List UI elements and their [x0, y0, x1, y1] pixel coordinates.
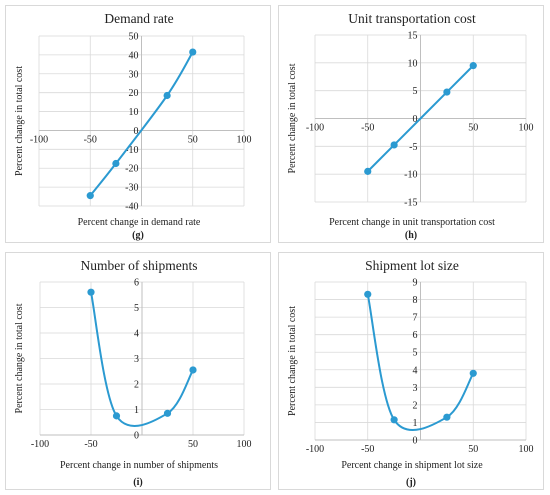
- data-point: [189, 48, 197, 56]
- y-axis-title: Percent change in total cost: [287, 63, 298, 173]
- x-tick-label: 50: [468, 123, 478, 134]
- panel-label: (g): [132, 230, 144, 241]
- data-point: [364, 167, 372, 175]
- y-tick-label: 10: [408, 58, 418, 69]
- y-tick-label: -30: [125, 183, 138, 194]
- y-tick-label: 30: [129, 69, 139, 80]
- y-axis-title: Percent change in total cost: [14, 66, 25, 176]
- x-tick-label: -100: [306, 444, 324, 455]
- panel-label: (i): [133, 477, 143, 488]
- y-tick-label: -40: [125, 202, 138, 213]
- data-point: [189, 366, 197, 374]
- chart-panel-shipment-lot-size: Shipment lot size 0 1 2 3 4 5 6 7 8 9 -100 -50 50 100 P…: [278, 252, 544, 490]
- y-tick-label: 7: [413, 313, 418, 324]
- y-tick-label: -10: [404, 170, 417, 181]
- x-axis-title: Percent change in unit transportation co…: [329, 217, 495, 228]
- series-line: [90, 291, 194, 427]
- data-point: [87, 288, 95, 296]
- y-tick-label: 4: [413, 365, 418, 376]
- y-tick-label: 20: [129, 88, 139, 99]
- y-tick-label: 0: [413, 114, 418, 125]
- data-point: [469, 369, 477, 377]
- y-tick-label: 0: [134, 431, 139, 442]
- chart-title: Shipment lot size: [365, 258, 459, 273]
- chart-panel-number-of-shipments: Number of shipments 0 1 2 3 4 5 6 -100 -50 50 100 Pe…: [5, 252, 271, 490]
- y-tick-label: 5: [134, 303, 139, 314]
- y-tick-label: 6: [413, 330, 418, 341]
- data-point: [390, 141, 398, 149]
- chart-svg: Number of shipments 0 1 2 3 4 5 6 -100 -50 50 100 Pe…: [14, 258, 252, 471]
- y-tick-label: 2: [134, 380, 139, 391]
- y-tick-label: 2: [413, 400, 418, 411]
- y-tick-label: 10: [129, 107, 139, 118]
- y-tick-label: 3: [134, 354, 139, 365]
- x-axis-title: Percent change in shipment lot size: [341, 460, 483, 471]
- x-axis-title: Percent change in demand rate: [78, 217, 201, 228]
- y-tick-label: 1: [134, 405, 139, 416]
- chart-svg: Unit transportation cost-15-10-5051015-1…: [287, 11, 534, 228]
- x-tick-label: -100: [30, 134, 48, 145]
- data-point: [112, 159, 120, 168]
- x-tick-label: 100: [519, 444, 534, 455]
- y-tick-label: 6: [134, 278, 139, 289]
- y-tick-label: 5: [413, 348, 418, 359]
- y-tick-label: -20: [125, 164, 138, 175]
- chart-panel-demand-rate: Demand rate -40 -30 -20 -10 0 10 20 30 40 50 -100 -5…: [5, 5, 271, 243]
- y-tick-label: 4: [134, 329, 139, 340]
- data-point: [469, 62, 477, 70]
- y-tick-label: 5: [413, 86, 418, 97]
- data-point: [112, 412, 121, 420]
- data-point: [364, 290, 372, 298]
- series-line: [89, 51, 194, 197]
- y-tick-label: 3: [413, 383, 418, 394]
- data-point: [163, 409, 172, 417]
- chart-panel-unit-transportation-cost: Unit transportation cost -15 -10 -5 0 5 10 15 -1…: [278, 5, 544, 243]
- y-tick-label: 8: [413, 295, 418, 306]
- y-tick-label: -15: [404, 198, 417, 209]
- x-axis-title: Percent change in number of shipments: [60, 460, 218, 471]
- chart-title: Demand rate: [104, 11, 173, 26]
- chart-title: Unit transportation cost: [348, 11, 476, 26]
- x-tick-label: -100: [306, 123, 324, 134]
- y-tick-label: 0: [413, 436, 418, 447]
- x-tick-label: -50: [84, 134, 97, 145]
- y-tick-label: -10: [125, 145, 138, 156]
- y-axis-title: Percent change in total cost: [287, 306, 298, 416]
- y-tick-label: 0: [134, 126, 139, 137]
- y-tick-label: 1: [413, 418, 418, 429]
- x-tick-label: 50: [468, 444, 478, 455]
- x-tick-label: -100: [31, 439, 49, 450]
- panel-label: (h): [404, 230, 418, 241]
- data-point: [163, 91, 171, 100]
- chart-title: Number of shipments: [81, 258, 198, 273]
- data-point: [443, 413, 451, 421]
- y-tick-label: 9: [413, 278, 418, 289]
- data-point: [443, 88, 451, 96]
- y-tick-label: -5: [409, 142, 417, 153]
- y-tick-label: 50: [129, 32, 139, 43]
- data-point: [86, 192, 94, 200]
- chart-svg: Shipment lot size 0 1 2 3 4 5 6 7 8 9 -100 -50 50 100 P…: [287, 258, 534, 471]
- data-point: [390, 416, 398, 424]
- y-tick-label: 15: [408, 31, 418, 42]
- y-tick-label: 40: [129, 50, 139, 61]
- x-tick-label: -50: [361, 444, 374, 455]
- series-line: [367, 64, 474, 173]
- series-line: [366, 294, 475, 431]
- x-tick-label: 100: [237, 134, 252, 145]
- x-tick-label: 100: [237, 439, 252, 450]
- y-axis-title: Percent change in total cost: [14, 303, 25, 413]
- x-tick-label: 100: [519, 123, 534, 134]
- x-tick-label: 50: [188, 134, 198, 145]
- x-tick-label: -50: [84, 439, 97, 450]
- x-tick-label: 50: [188, 439, 198, 450]
- panel-label: (j): [406, 477, 416, 488]
- x-tick-label: -50: [361, 123, 374, 134]
